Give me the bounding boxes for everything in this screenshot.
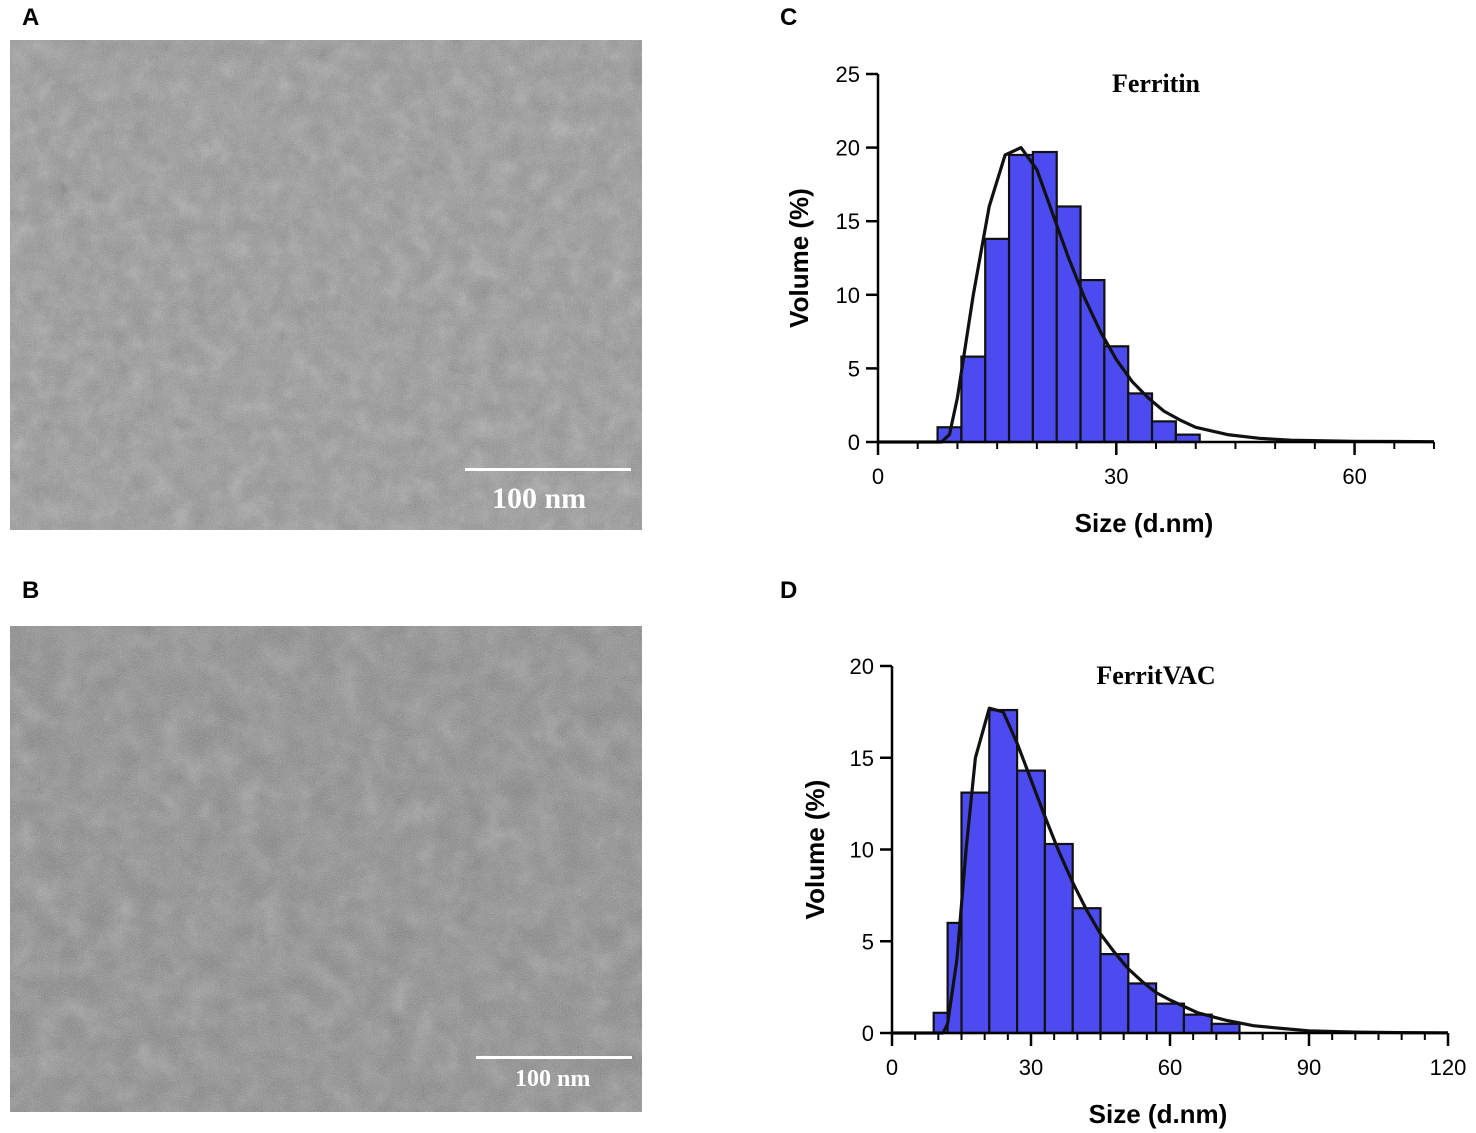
chart-d-bar-0 bbox=[932, 1011, 963, 1035]
chart-d-x-tick-label-2: 60 bbox=[1158, 1055, 1182, 1080]
chart-c-y-tick-label-1: 5 bbox=[848, 356, 860, 381]
tem-image-b: 100 nm bbox=[10, 626, 642, 1112]
chart-c-bar-4 bbox=[1031, 150, 1058, 444]
chart-c-y-axis-label: Volume (%) bbox=[784, 188, 814, 328]
chart-c-y-tick-label-4: 20 bbox=[836, 136, 860, 161]
chart-c-y-tick-label-3: 15 bbox=[836, 209, 860, 234]
scale-bar-a bbox=[465, 468, 631, 471]
chart-d-x-tick-label-1: 30 bbox=[1019, 1055, 1043, 1080]
chart-c-bar-10 bbox=[1174, 433, 1201, 444]
chart-d-y-tick-label-4: 20 bbox=[850, 654, 874, 679]
chart-c-bar-8 bbox=[1127, 392, 1154, 444]
panel-label-b: B bbox=[22, 577, 40, 604]
chart-d-bar-8 bbox=[1127, 982, 1158, 1035]
chart-d-x-axis-label: Size (d.nm) bbox=[1089, 1099, 1228, 1129]
scale-bar-label-b: 100 nm bbox=[515, 1066, 591, 1092]
chart-c-bar-1 bbox=[960, 355, 987, 444]
chart-c-y-tick-label-5: 25 bbox=[836, 62, 860, 87]
chart-d-x-tick-label-3: 90 bbox=[1297, 1055, 1321, 1080]
tem-image-a-texture bbox=[10, 40, 642, 530]
chart-d-y-tick-label-3: 15 bbox=[850, 746, 874, 771]
panel-label-a: A bbox=[22, 4, 40, 31]
chart-c-bar-2 bbox=[984, 237, 1011, 444]
chart-d-bar-7 bbox=[1099, 952, 1130, 1035]
chart-d-y-tick-label-2: 10 bbox=[850, 838, 874, 863]
chart-c-fit-curve bbox=[878, 146, 1435, 444]
chart-c-x-tick-label-0: 0 bbox=[872, 464, 884, 489]
chart-c-x-tick-label-1: 30 bbox=[1104, 464, 1128, 489]
panel-label-d: D bbox=[780, 577, 798, 604]
chart-d-x-tick-label-0: 0 bbox=[886, 1055, 898, 1080]
chart-d-y-axis-label: Volume (%) bbox=[800, 780, 830, 920]
tem-image-b-texture bbox=[10, 626, 642, 1112]
chart-c-bar-5 bbox=[1055, 205, 1082, 444]
chart-d-y-tick-label-0: 0 bbox=[862, 1021, 874, 1046]
chart-c-bar-7 bbox=[1103, 345, 1130, 444]
chart-c-bar-9 bbox=[1150, 420, 1177, 444]
chart-d-title: FerritVAC bbox=[1096, 661, 1215, 690]
chart-c-y-tick-label-2: 10 bbox=[836, 283, 860, 308]
chart-d-bar-2 bbox=[960, 791, 991, 1035]
chart-d-x-tick-label-4: 120 bbox=[1430, 1055, 1467, 1080]
chart-c-x-tick-label-2: 60 bbox=[1342, 464, 1366, 489]
chart-d-bar-10 bbox=[1182, 1013, 1213, 1035]
tem-image-a: 100 nm bbox=[10, 40, 642, 530]
chart-d-fit-curve bbox=[892, 706, 1449, 1035]
scale-bar-b bbox=[476, 1056, 632, 1059]
scale-bar-label-a: 100 nm bbox=[492, 482, 587, 515]
chart-c-title: Ferritin bbox=[1112, 69, 1201, 98]
chart-d-bar-6 bbox=[1071, 907, 1102, 1035]
chart-c-y-tick-label-0: 0 bbox=[848, 430, 860, 455]
chart-c-x-axis-label: Size (d.nm) bbox=[1075, 508, 1214, 538]
chart-d-bar-11 bbox=[1210, 1022, 1241, 1035]
chart-d-bar-3 bbox=[988, 708, 1019, 1035]
chart-c-bar-3 bbox=[1007, 153, 1034, 444]
chart-d-bar-9 bbox=[1154, 1002, 1185, 1035]
panel-label-c: C bbox=[780, 4, 798, 31]
chart-c-bar-6 bbox=[1079, 278, 1106, 444]
chart-d-bar-1 bbox=[946, 921, 977, 1035]
chart-d-y-tick-label-1: 5 bbox=[862, 929, 874, 954]
chart-d-bar-5 bbox=[1043, 842, 1074, 1035]
chart-c-bar-0 bbox=[936, 426, 963, 444]
chart-d-bar-4 bbox=[1015, 769, 1046, 1035]
